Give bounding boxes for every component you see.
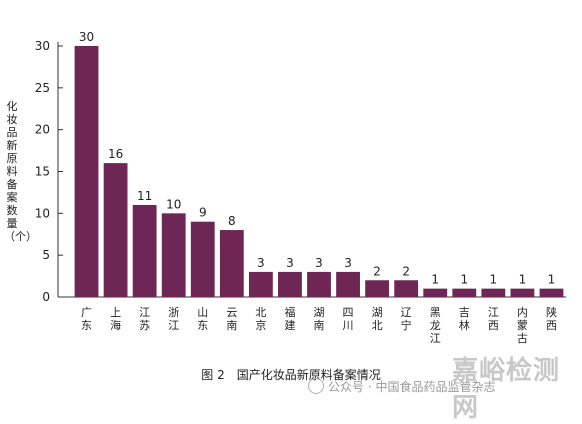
x-tick-label: 吉 — [459, 306, 470, 319]
x-tick-label: 川 — [343, 319, 354, 332]
x-tick-label: 江 — [430, 332, 441, 345]
data-label: 3 — [315, 256, 323, 270]
wechat-icon — [308, 378, 324, 394]
x-tick-label: 西 — [546, 319, 557, 332]
x-tick-label: 京 — [255, 318, 266, 332]
bar — [452, 288, 477, 297]
x-tick-label: 南 — [226, 319, 237, 332]
y-tick-label: 15 — [35, 165, 50, 179]
x-tick-label: 浙 — [168, 306, 179, 319]
x-tick-label: 陕 — [546, 305, 557, 319]
bar — [248, 271, 273, 297]
x-tick-label: 宁 — [401, 318, 412, 332]
watermark-text: 公众号 · 中国食品药品监管杂志 — [328, 380, 496, 394]
data-label: 8 — [228, 214, 236, 228]
x-tick-label: 东 — [81, 319, 92, 332]
x-tick-label: 北 — [255, 306, 266, 319]
bar — [132, 204, 157, 297]
x-tick-label: 东 — [197, 319, 208, 332]
y-tick-label: 5 — [42, 248, 50, 262]
x-tick-label: 广 — [81, 306, 92, 319]
x-tick-label: 龙 — [430, 319, 441, 332]
x-tick-label: 林 — [459, 318, 470, 332]
x-tick-label: 西 — [488, 319, 499, 332]
bar — [219, 230, 244, 297]
bar — [539, 288, 564, 297]
x-tick-label: 南 — [314, 319, 325, 332]
y-tick-label: 10 — [35, 206, 50, 220]
watermark: 公众号 · 中国食品药品监管杂志 — [308, 378, 495, 395]
x-tick-label: 内 — [517, 305, 528, 319]
data-label: 2 — [373, 264, 381, 278]
bar — [423, 288, 448, 297]
bar — [74, 46, 99, 297]
x-tick-label: 黑 — [430, 306, 441, 319]
x-tick-label: 海 — [110, 318, 121, 332]
x-tick-label: 江 — [168, 319, 179, 332]
x-tick-label: 四 — [343, 306, 354, 319]
data-label: 30 — [79, 30, 94, 44]
bar — [103, 163, 128, 297]
x-tick-label: 山 — [197, 306, 208, 319]
bar — [336, 271, 360, 297]
x-tick-label: 辽 — [401, 306, 412, 319]
data-label: 1 — [490, 273, 498, 287]
y-tick-label: 0 — [42, 290, 50, 304]
data-label: 1 — [460, 273, 468, 287]
bar — [510, 288, 535, 297]
y-tick-label: 30 — [35, 39, 50, 53]
data-label: 2 — [402, 264, 410, 278]
data-label: 9 — [199, 206, 207, 220]
figure-caption: 图 2 国产化妆品新原料备案情况 — [201, 368, 381, 382]
data-label: 3 — [344, 256, 352, 270]
bar — [307, 271, 331, 297]
data-label: 16 — [108, 147, 123, 161]
bar — [365, 280, 390, 297]
data-label: 3 — [286, 256, 294, 270]
data-label: 1 — [519, 273, 527, 287]
bar — [161, 213, 186, 297]
data-label: 1 — [548, 273, 556, 287]
data-label: 11 — [137, 189, 152, 203]
x-tick-label: 湖 — [314, 306, 325, 319]
x-tick-label: 福 — [284, 305, 295, 319]
bar — [481, 288, 506, 297]
y-tick-label: 20 — [35, 123, 50, 137]
bar — [190, 221, 215, 297]
data-label: 10 — [166, 197, 181, 211]
bar — [278, 271, 302, 297]
x-tick-label: 江 — [139, 306, 150, 319]
x-tick-label: 古 — [517, 332, 528, 345]
x-tick-label: 江 — [488, 306, 499, 319]
y-axis-label: 化妆品新原料备案数量（个） — [4, 100, 37, 243]
y-tick-label: 25 — [35, 81, 50, 95]
data-label: 3 — [257, 256, 265, 270]
x-tick-label: 苏 — [139, 319, 150, 332]
x-tick-label: 上 — [110, 306, 121, 319]
bar — [394, 280, 419, 297]
x-tick-label: 湖 — [372, 306, 383, 319]
x-tick-label: 北 — [372, 319, 383, 332]
data-label: 1 — [431, 273, 439, 287]
bar-chart: 05101520253030广东16上海11江苏10浙江9山东8云南3北京3福建… — [35, 30, 566, 345]
x-tick-label: 蒙 — [517, 319, 528, 332]
x-tick-label: 建 — [284, 318, 295, 332]
x-tick-label: 云 — [226, 306, 237, 319]
